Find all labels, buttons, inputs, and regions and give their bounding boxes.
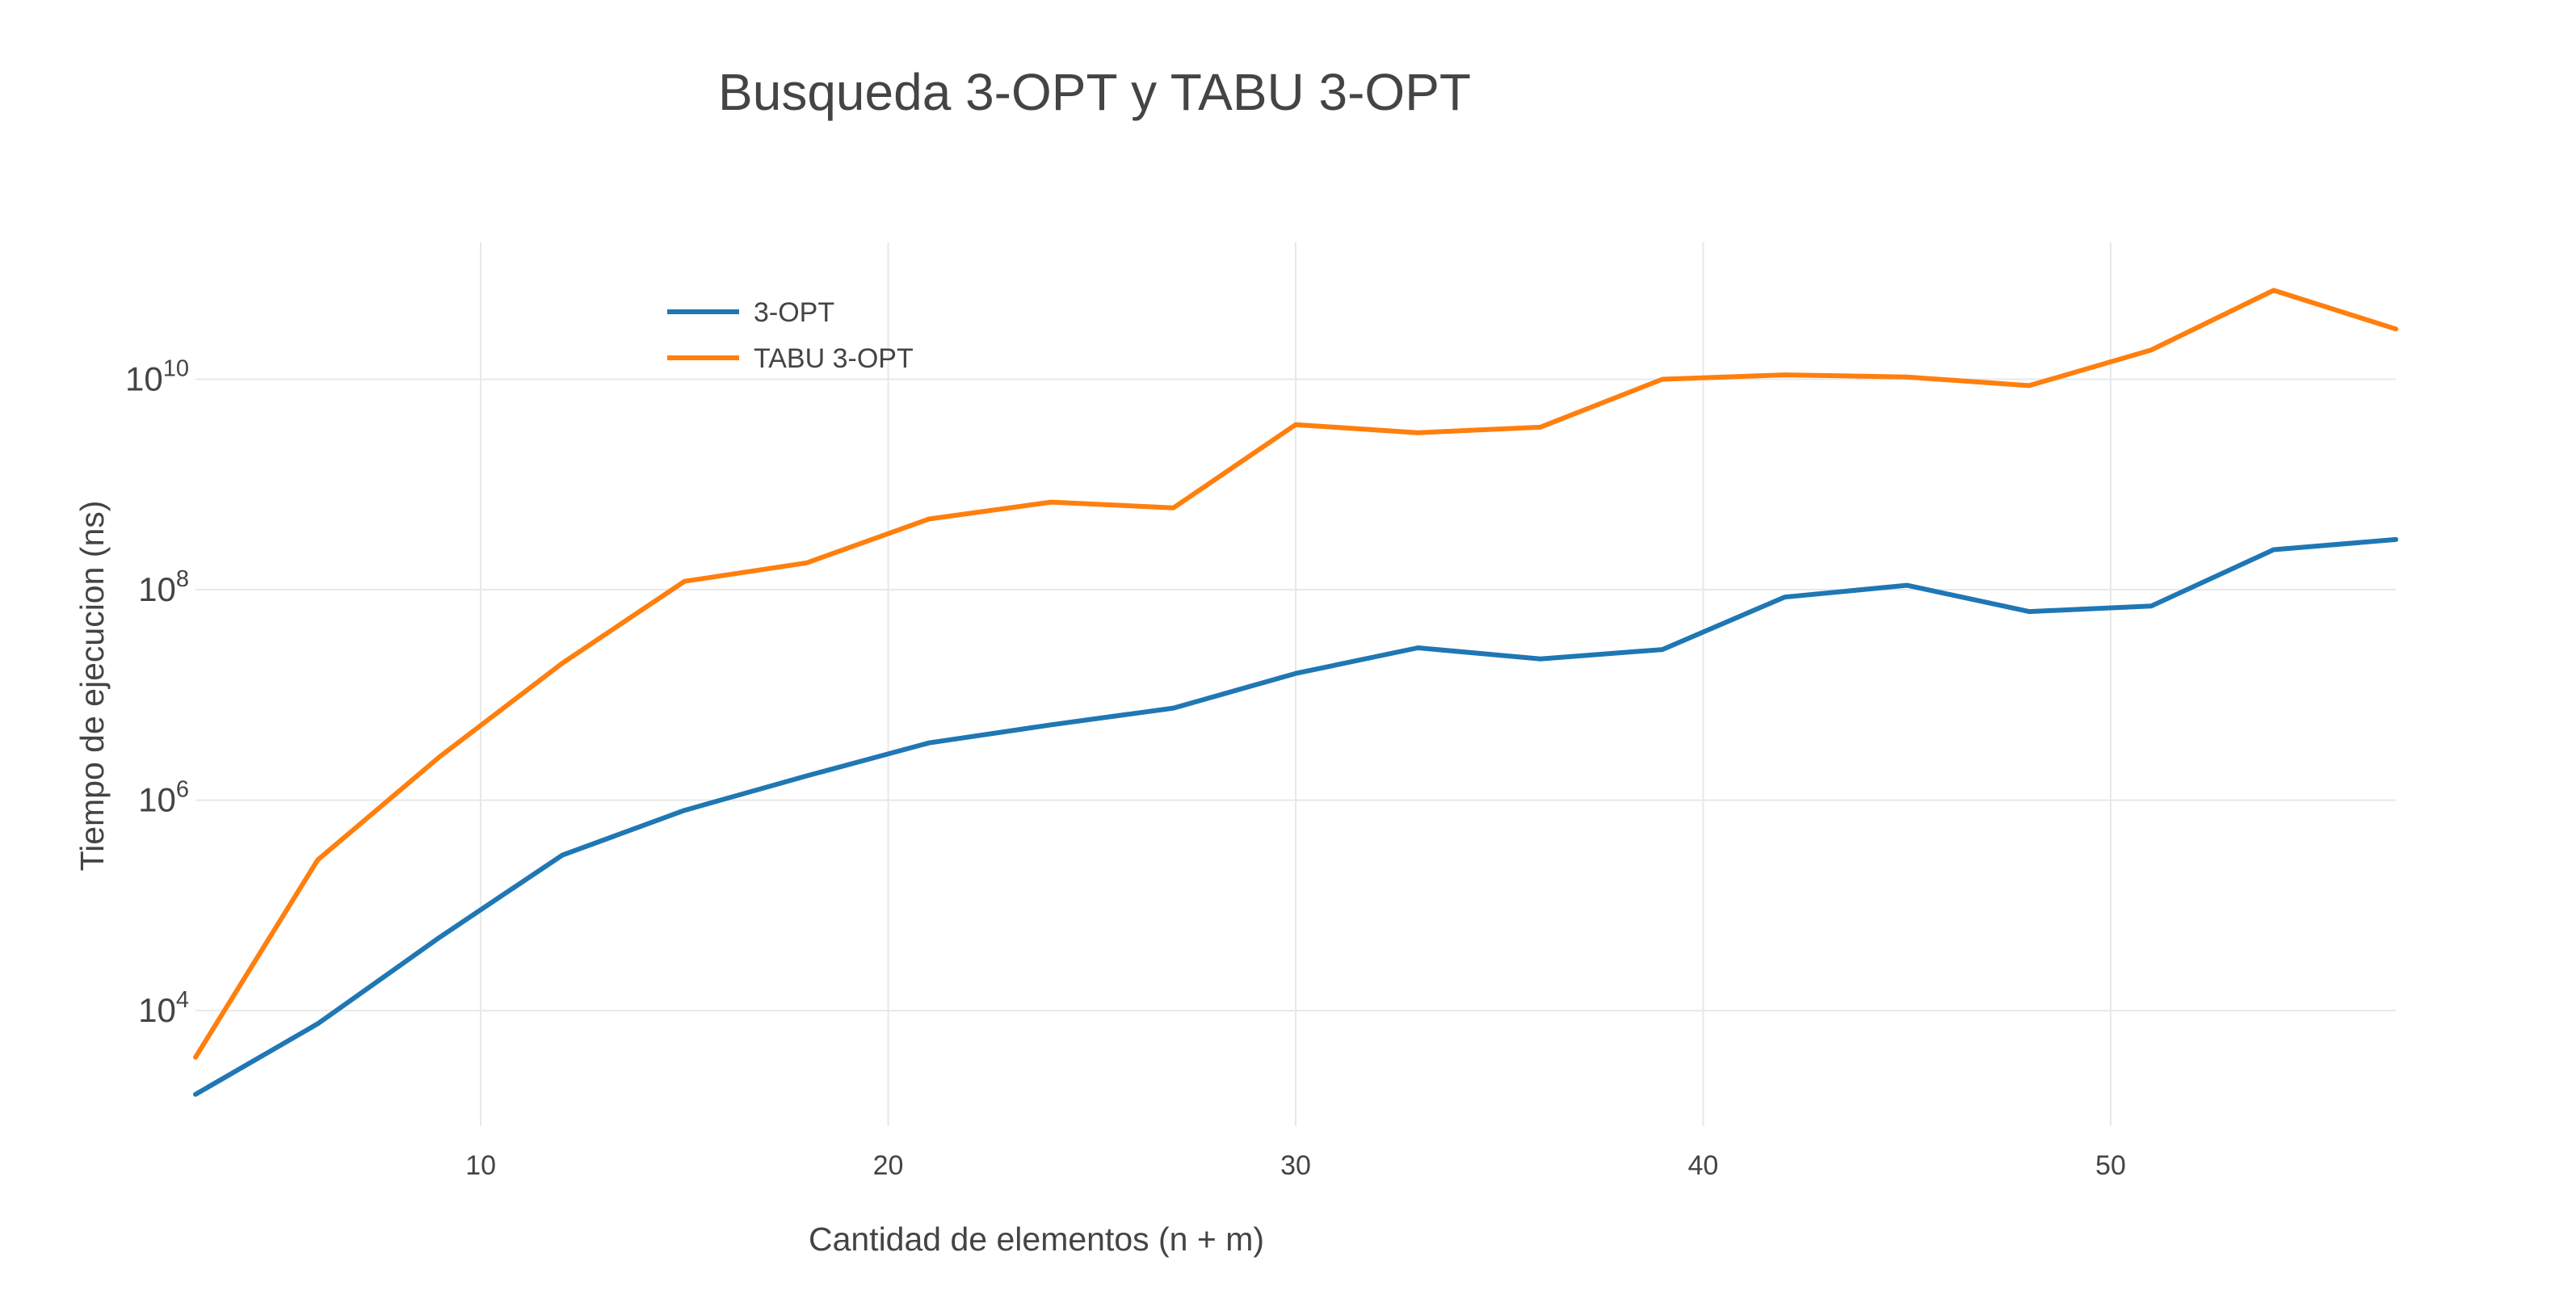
y-tick-label: 1010: [125, 355, 189, 397]
data-point: [1293, 422, 1298, 427]
legend[interactable]: 3-OPT TABU 3-OPT: [667, 297, 914, 374]
data-point: [2027, 609, 2032, 614]
data-point: [2393, 326, 2398, 331]
data-point: [1048, 500, 1053, 505]
data-point: [1660, 647, 1665, 652]
data-point: [560, 853, 565, 858]
data-point: [1293, 671, 1298, 676]
data-point: [315, 858, 320, 863]
chart-title: Busqueda 3-OPT y TABU 3-OPT: [718, 63, 1471, 121]
data-point: [1415, 431, 1420, 435]
data-point: [1782, 372, 1787, 377]
data-point: [805, 561, 809, 565]
series-line-1: [193, 536, 2398, 1097]
data-point: [1538, 425, 1543, 430]
data-point: [438, 935, 443, 939]
data-point: [1171, 506, 1176, 511]
data-point: [2027, 383, 2032, 388]
legend-item-1[interactable]: 3-OPT: [667, 297, 834, 328]
data-point: [193, 1092, 198, 1097]
data-point: [1171, 706, 1176, 711]
data-point: [682, 579, 687, 584]
data-point: [193, 1055, 198, 1060]
x-tick-label: 50: [2095, 1150, 2126, 1181]
x-tick-label: 40: [1688, 1150, 1719, 1181]
x-tick-label: 30: [1280, 1150, 1311, 1181]
data-point: [1905, 583, 1910, 588]
axis-ticks: 10 20 30 40 50 104 106 108 1010: [125, 355, 2126, 1181]
y-tick-label: 106: [138, 777, 189, 819]
data-point: [1782, 595, 1787, 599]
data-point: [438, 754, 443, 759]
y-tick-label: 104: [138, 987, 189, 1029]
data-point: [315, 1021, 320, 1026]
legend-label: TABU 3-OPT: [754, 343, 914, 374]
legend-item-2[interactable]: TABU 3-OPT: [667, 343, 914, 374]
data-point: [1538, 657, 1543, 662]
data-point: [2271, 547, 2276, 552]
y-tick-label: 108: [138, 566, 189, 608]
legend-label: 3-OPT: [754, 297, 834, 328]
data-point: [2149, 603, 2154, 608]
x-tick-label: 20: [873, 1150, 904, 1181]
x-axis-label: Cantidad de elementos (n + m): [809, 1221, 1264, 1258]
y-axis-label: Tiempo de ejecucion (ns): [74, 501, 111, 872]
data-point: [1660, 376, 1665, 381]
data-point: [927, 516, 931, 521]
data-point: [1048, 722, 1053, 727]
data-point: [927, 741, 931, 746]
data-point: [2271, 288, 2276, 292]
series-line-2: [193, 288, 2398, 1060]
x-tick-label: 10: [465, 1150, 496, 1181]
grid-lines: [195, 242, 2396, 1126]
data-point: [682, 808, 687, 813]
data-point: [1415, 645, 1420, 650]
data-point: [805, 774, 809, 779]
data-point: [2393, 537, 2398, 542]
data-point: [2149, 347, 2154, 352]
data-series: [193, 288, 2398, 1097]
data-point: [1905, 375, 1910, 380]
data-point: [560, 661, 565, 666]
